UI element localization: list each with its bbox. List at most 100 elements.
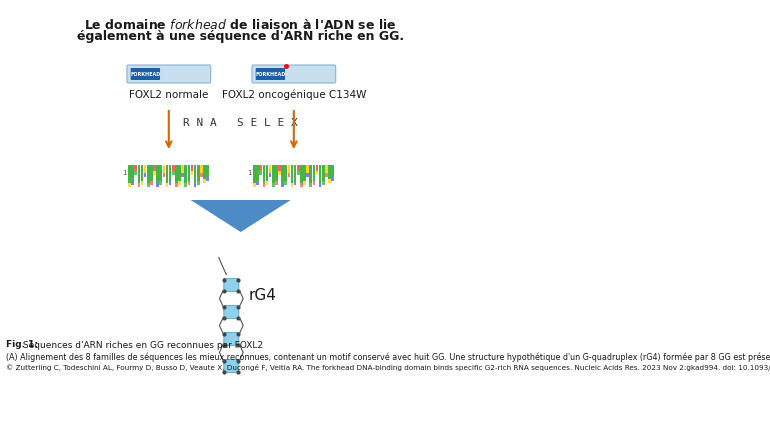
Bar (316, 171, 318, 175)
Bar (287, 165, 290, 173)
Bar (206, 177, 209, 181)
Bar (263, 165, 265, 183)
Bar (259, 165, 262, 171)
Bar (178, 165, 181, 181)
Bar (203, 179, 206, 183)
Bar (138, 183, 140, 187)
Bar (331, 177, 334, 181)
Bar (203, 165, 206, 179)
Bar (150, 181, 152, 185)
Bar (150, 165, 152, 181)
Bar (147, 165, 149, 183)
Bar (169, 181, 172, 185)
Bar (316, 165, 318, 171)
Bar (331, 165, 334, 177)
Text: FORKHEAD: FORKHEAD (256, 72, 286, 76)
Bar (263, 183, 265, 187)
Bar (256, 165, 259, 181)
Bar (159, 181, 162, 185)
Bar (310, 183, 312, 187)
Text: © Zutterling C, Todeschini AL, Fourmy D, Busso D, Veaute X, Ducongé F, Veitia RA: © Zutterling C, Todeschini AL, Fourmy D,… (6, 364, 770, 371)
Bar (272, 183, 275, 187)
Bar (303, 165, 306, 181)
FancyBboxPatch shape (224, 306, 239, 319)
FancyBboxPatch shape (131, 68, 160, 80)
Bar (306, 173, 309, 177)
Bar (206, 165, 209, 177)
Text: (A) Alignement des 8 familles de séquences les mieux reconnues, contenant un mot: (A) Alignement des 8 familles de séquenc… (6, 352, 770, 362)
Text: 1: 1 (122, 170, 126, 176)
Bar (153, 165, 156, 171)
Bar (141, 165, 143, 181)
FancyBboxPatch shape (252, 65, 336, 83)
Bar (322, 165, 325, 181)
Bar (300, 165, 303, 183)
Bar (191, 171, 193, 175)
Bar (313, 181, 315, 185)
Text: Fig. 1:: Fig. 1: (6, 340, 38, 349)
Bar (306, 165, 309, 173)
Bar (297, 171, 300, 175)
Bar (287, 173, 290, 177)
Bar (291, 183, 293, 187)
Bar (322, 181, 325, 185)
Bar (281, 183, 284, 187)
Bar (135, 171, 137, 175)
Bar (169, 165, 172, 181)
FancyBboxPatch shape (224, 279, 239, 292)
Bar (200, 165, 203, 173)
Bar (197, 181, 199, 185)
Bar (275, 165, 278, 181)
Bar (172, 171, 175, 175)
Bar (300, 183, 303, 187)
Bar (194, 183, 196, 187)
Bar (253, 183, 256, 187)
Bar (194, 165, 196, 183)
Bar (319, 183, 322, 187)
Bar (328, 165, 331, 179)
Bar (284, 165, 287, 181)
Text: Le domaine $\it{forkhead}$ de liaison à l'ADN se lie: Le domaine $\it{forkhead}$ de liaison à … (85, 18, 397, 32)
Bar (185, 165, 187, 183)
Bar (269, 173, 272, 177)
FancyBboxPatch shape (224, 332, 239, 345)
Text: Séquences d'ARN riches en GG reconnues par FOXL2: Séquences d'ARN riches en GG reconnues p… (20, 340, 263, 349)
Bar (291, 165, 293, 183)
Bar (200, 173, 203, 177)
Bar (175, 165, 178, 183)
Bar (297, 165, 300, 171)
Text: FOXL2 normale: FOXL2 normale (129, 90, 209, 100)
Bar (303, 181, 306, 185)
Bar (153, 171, 156, 175)
Bar (181, 165, 184, 173)
FancyBboxPatch shape (256, 68, 285, 80)
Text: R N A   S E L E X: R N A S E L E X (183, 118, 298, 128)
Bar (284, 181, 287, 185)
FancyBboxPatch shape (127, 65, 211, 83)
Bar (328, 179, 331, 183)
Bar (191, 165, 193, 171)
Bar (266, 181, 269, 185)
Bar (294, 181, 296, 185)
Bar (166, 183, 169, 187)
Bar (147, 183, 149, 187)
Polygon shape (191, 200, 291, 232)
Bar (253, 165, 256, 183)
Bar (269, 165, 272, 173)
Bar (166, 165, 169, 183)
Bar (266, 165, 269, 181)
Bar (138, 165, 140, 183)
Bar (178, 181, 181, 185)
Bar (325, 173, 328, 177)
Bar (181, 173, 184, 177)
Text: FOXL2 oncogénique C134W: FOXL2 oncogénique C134W (222, 90, 366, 101)
Bar (156, 165, 159, 183)
FancyBboxPatch shape (224, 359, 239, 372)
Bar (144, 173, 146, 177)
Bar (259, 171, 262, 175)
Bar (144, 165, 146, 173)
Bar (275, 181, 278, 185)
Bar (281, 165, 284, 183)
Bar (310, 165, 312, 183)
Text: FORKHEAD: FORKHEAD (130, 72, 160, 76)
